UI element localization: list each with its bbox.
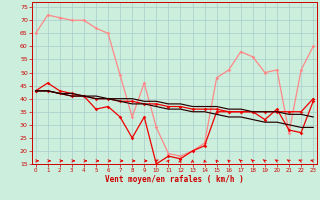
X-axis label: Vent moyen/en rafales ( km/h ): Vent moyen/en rafales ( km/h ) — [105, 175, 244, 184]
